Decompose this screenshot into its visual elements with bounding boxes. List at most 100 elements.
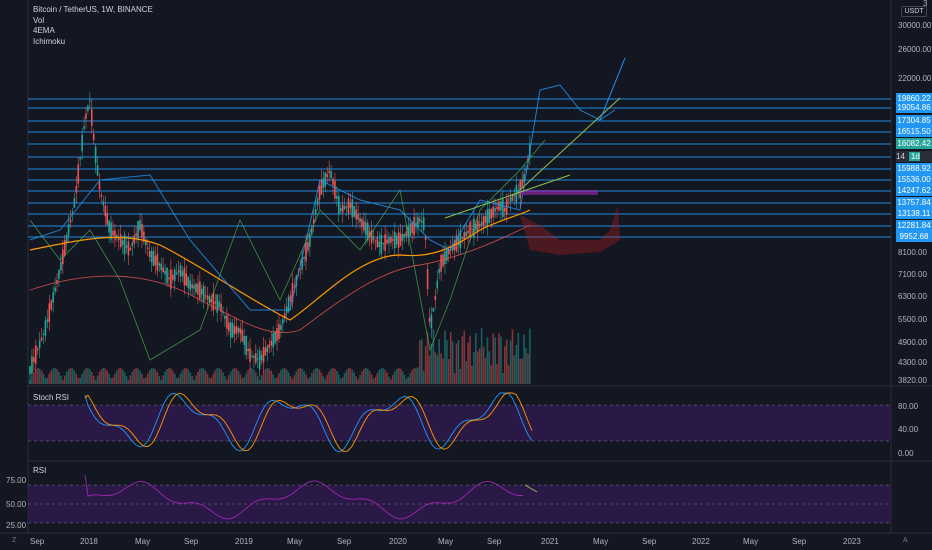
- candle-body: [243, 336, 246, 346]
- candle-body: [181, 271, 184, 277]
- candle-body: [419, 218, 421, 222]
- volume-bar: [58, 371, 60, 384]
- volume-bar: [65, 371, 68, 384]
- candle-body: [488, 208, 491, 223]
- candle-body: [378, 241, 381, 247]
- volume-bar: [523, 334, 525, 384]
- candle-body: [125, 245, 128, 248]
- candle-body: [241, 329, 244, 342]
- candle-body: [139, 220, 141, 230]
- indicator-ichimoku[interactable]: Ichimoku: [33, 36, 66, 46]
- volume-bar: [208, 378, 211, 384]
- currency-badge[interactable]: USDT: [901, 6, 927, 17]
- volume-bar: [285, 369, 288, 384]
- candle-body: [58, 269, 60, 279]
- candle-body: [345, 206, 348, 208]
- time-tick: Sep: [792, 537, 807, 546]
- price-level-badge[interactable]: 13757.84: [896, 197, 932, 208]
- candle-body: [152, 251, 155, 266]
- candle-body: [195, 283, 197, 293]
- candle-body: [253, 355, 255, 358]
- candle-body: [372, 237, 375, 240]
- volume-bar: [216, 368, 219, 384]
- volume-bar: [121, 369, 124, 384]
- time-tick: Sep: [487, 537, 502, 546]
- indicator-vol[interactable]: Vol: [33, 15, 45, 25]
- candle-body: [237, 328, 240, 332]
- volume-bar: [181, 370, 184, 384]
- candle-body: [484, 216, 487, 223]
- volume-bar: [449, 332, 452, 384]
- candle-body: [121, 240, 124, 245]
- volume-bar: [351, 369, 354, 384]
- price-level-badge[interactable]: 19054.86: [896, 102, 932, 113]
- candle-body: [411, 222, 413, 234]
- price-level-badge[interactable]: 17304.85: [896, 115, 932, 126]
- volume-bar: [278, 373, 280, 384]
- candle-body: [448, 249, 450, 255]
- volume-bar: [303, 370, 305, 384]
- candle-body: [63, 239, 66, 256]
- candle-body: [29, 366, 31, 374]
- time-tick: May: [438, 537, 454, 546]
- price-level-badge[interactable]: 19860.22: [896, 93, 932, 104]
- price-level-badge[interactable]: 15536.00: [896, 174, 932, 185]
- volume-bar: [519, 358, 522, 384]
- candle-body: [511, 194, 514, 201]
- volume-bar: [363, 368, 365, 384]
- volume-bar: [249, 368, 251, 384]
- candle-body: [280, 324, 282, 330]
- volume-bar: [380, 368, 383, 384]
- volume-bar: [291, 379, 294, 384]
- candle-body: [227, 322, 230, 332]
- volume-bar: [255, 372, 257, 384]
- volume-bar: [231, 369, 234, 384]
- candle-body: [158, 263, 161, 266]
- trend-line: [444, 174, 571, 219]
- rsi-label[interactable]: RSI: [33, 466, 47, 475]
- price-level-badge[interactable]: 9952.68: [896, 231, 932, 242]
- volume-bar: [212, 373, 215, 384]
- volume-bar: [173, 373, 176, 384]
- candle-body: [283, 313, 286, 319]
- indicator-4ema[interactable]: 4EMA: [33, 26, 55, 35]
- candle-body: [301, 257, 303, 270]
- symbol-title[interactable]: Bitcoin / TetherUS, 1W, BINANCE: [33, 5, 153, 14]
- volume-bar: [226, 379, 228, 384]
- price-level-badge[interactable]: 16515.50: [896, 126, 932, 137]
- price-tick: 26000.00: [898, 45, 932, 54]
- volume-bar: [446, 340, 448, 384]
- candle-body: [222, 312, 224, 314]
- candle-body: [255, 353, 257, 363]
- volume-bar: [332, 368, 334, 384]
- candle-body: [507, 202, 510, 204]
- candle-body: [245, 335, 247, 355]
- volume-bar: [347, 368, 350, 384]
- price-tick: 6300.00: [898, 292, 927, 301]
- volume-bar: [206, 374, 209, 384]
- price-level-badge[interactable]: 15988.92: [896, 163, 932, 174]
- candle-body: [272, 333, 274, 348]
- volume-bar: [60, 375, 62, 384]
- candle-body: [185, 273, 188, 286]
- candle-body: [293, 286, 296, 288]
- candle-body: [469, 222, 471, 238]
- stoch-rsi-band: [28, 405, 891, 441]
- candle-body: [314, 208, 317, 215]
- candle-body: [420, 221, 423, 223]
- price-level-badge[interactable]: 13138.11: [896, 208, 932, 219]
- zoom-reset-icon[interactable]: Z: [12, 537, 17, 544]
- price-tick: 3820.00: [898, 376, 927, 385]
- auto-scale-icon[interactable]: A: [903, 537, 908, 544]
- volume-bar: [378, 369, 381, 384]
- candle-body: [424, 237, 427, 240]
- price-level-badge[interactable]: 16082.42: [896, 138, 932, 149]
- price-level-badge[interactable]: 14247.62: [896, 185, 932, 196]
- candle-body: [208, 296, 211, 303]
- candle-body: [200, 288, 203, 295]
- stoch-rsi-label[interactable]: Stoch RSI: [33, 393, 70, 402]
- price-level-badge[interactable]: 12281.84: [896, 220, 932, 231]
- candle-body: [210, 299, 213, 303]
